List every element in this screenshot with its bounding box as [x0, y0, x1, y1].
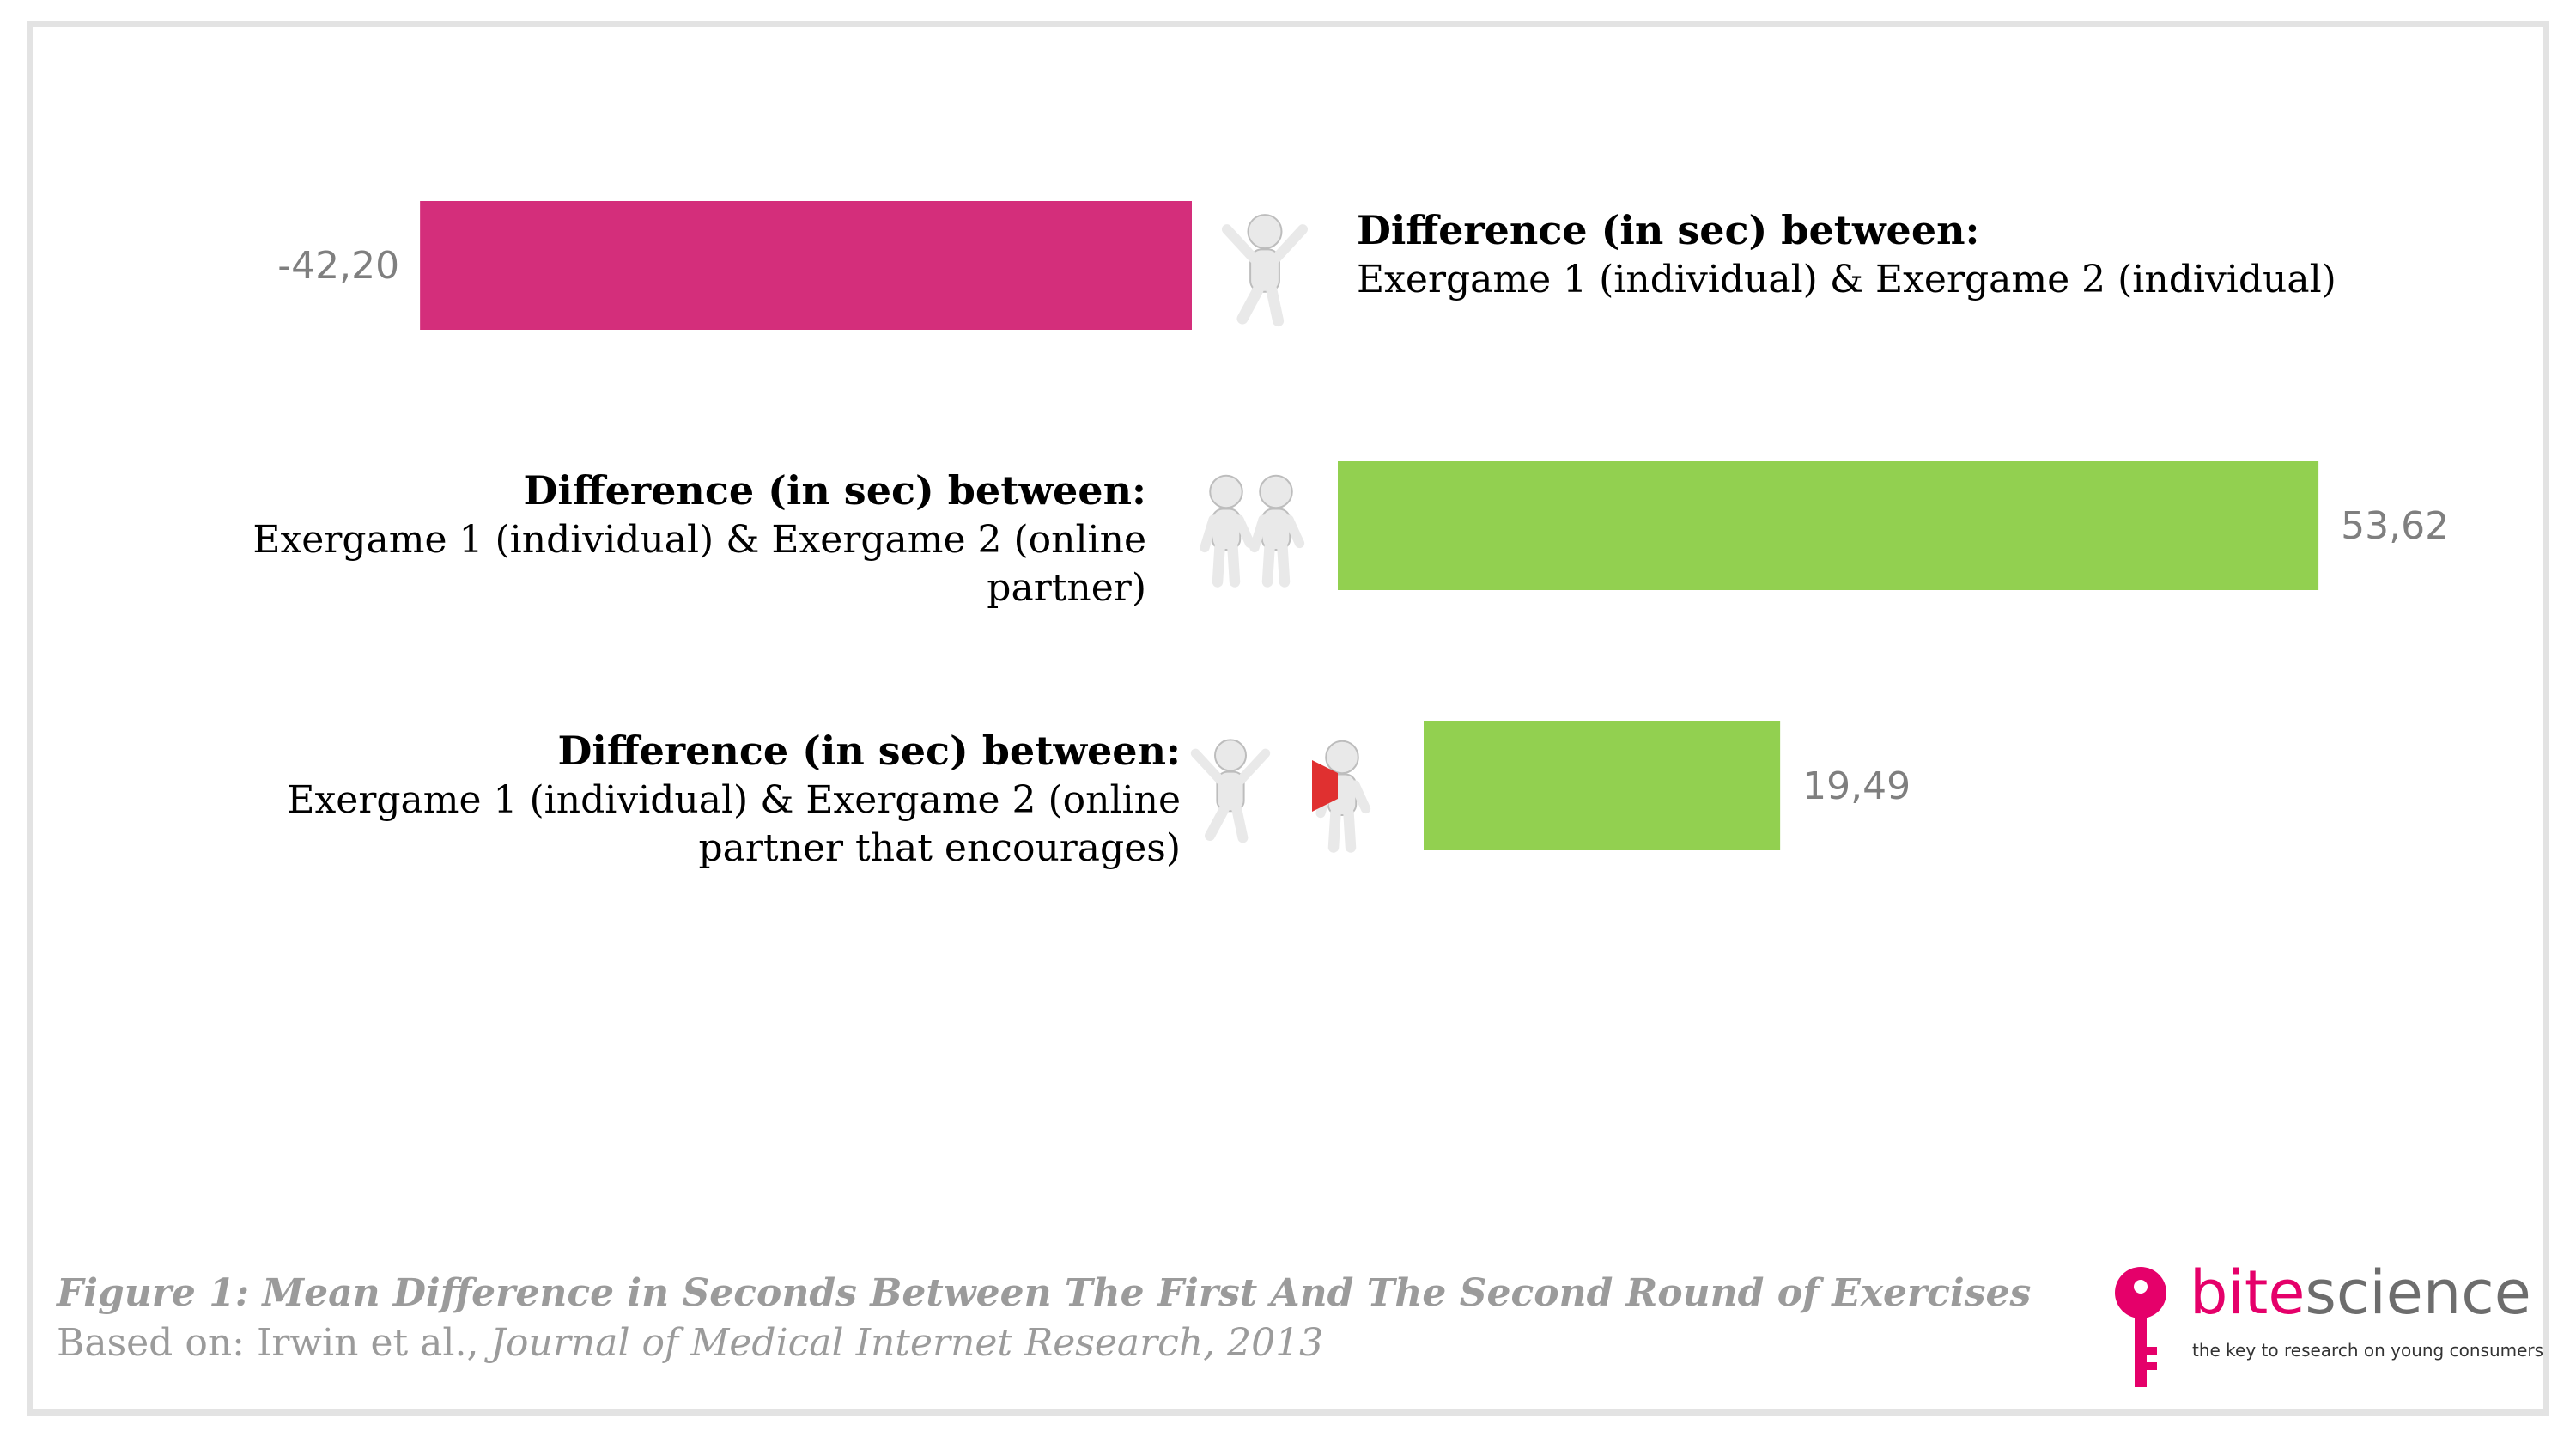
megaphone-shape: [1312, 760, 1338, 812]
bitescience-logo: bitescience the key to research on young…: [2112, 1263, 2543, 1391]
figure-leg: [1227, 542, 1241, 588]
category-text-2: Exergame 1 (individual) & Exergame 2 (on…: [252, 518, 1146, 562]
figure-leg: [1205, 803, 1230, 841]
logo-word-bite: bite: [2190, 1257, 2306, 1328]
figure-head: [1214, 739, 1247, 772]
value-label-1: -42,20: [277, 244, 399, 288]
category-text-3: partner that encourages): [699, 826, 1182, 870]
logo-tagline: the key to research on young consumers: [2192, 1340, 2544, 1361]
figure-head: [1209, 474, 1243, 509]
figure-leg: [1236, 283, 1264, 325]
key-icon: [2115, 1267, 2166, 1387]
jumping-figure-icon: [1221, 214, 1309, 327]
figure-arm: [1200, 514, 1218, 553]
figure-head: [1259, 474, 1293, 509]
category-text-1: Exergame 1 (individual) & Exergame 2 (in…: [1357, 258, 2336, 301]
category-heading-1: Difference (in sec) between:: [1357, 207, 1980, 253]
figure-leg: [1231, 803, 1249, 843]
figure-leg: [1266, 283, 1285, 327]
bar-3: [1424, 721, 1781, 850]
value-label-3: 19,49: [1802, 764, 1911, 808]
figure-leg: [1343, 807, 1357, 853]
megaphone-figures-icon: [1190, 739, 1371, 853]
figure-caption: Figure 1: Mean Difference in Seconds Bet…: [57, 1271, 2032, 1315]
logo-word-science: science: [2305, 1257, 2531, 1328]
category-heading-2: Difference (in sec) between:: [523, 467, 1146, 514]
handshake-figures-icon: [1200, 474, 1305, 588]
category-text-3: Exergame 1 (individual) & Exergame 2 (on…: [287, 778, 1181, 822]
figure-arm: [1249, 514, 1268, 553]
bar-1: [420, 201, 1192, 330]
figure-leg: [1277, 542, 1291, 588]
figure-arm: [1221, 224, 1259, 264]
figure-arm: [1284, 514, 1305, 549]
figure-arm: [1350, 780, 1371, 814]
category-heading-3: Difference (in sec) between:: [557, 728, 1181, 774]
source-journal: Journal of Medical Internet Research, 20…: [490, 1321, 1324, 1365]
source-prefix: Based on: Irwin et al.,: [57, 1321, 491, 1365]
category-text-2: partner): [987, 566, 1146, 610]
figure-leg: [1261, 542, 1275, 588]
logo-wordmark: bitescience: [2190, 1263, 2531, 1323]
bar-2: [1338, 461, 2319, 590]
value-label-2: 53,62: [2341, 504, 2449, 548]
figure-arm: [1190, 748, 1225, 785]
figure-head: [1247, 214, 1283, 250]
figure-leg: [1327, 807, 1341, 853]
figure-arm: [1236, 748, 1271, 785]
figure-arm: [1271, 224, 1309, 264]
figure-leg: [1212, 542, 1225, 588]
figure-arm: [1234, 514, 1255, 549]
figure-source: Based on: Irwin et al., Journal of Medic…: [57, 1321, 1323, 1365]
figure-head: [1325, 740, 1359, 775]
